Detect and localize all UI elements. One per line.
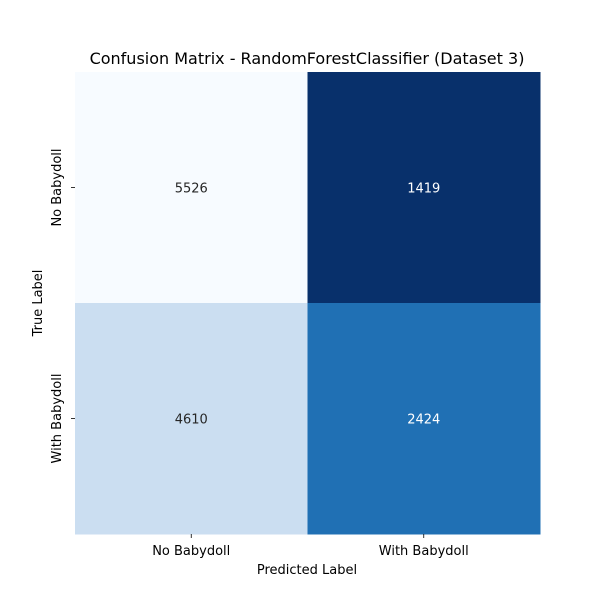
chart-title: Confusion Matrix - RandomForestClassifie… xyxy=(90,49,525,68)
heatmap-cell-labels: 5526 1419 4610 2424 xyxy=(175,182,441,428)
x-axis-label: Predicted Label xyxy=(257,563,357,578)
heatmap-cell-r1-c0 xyxy=(75,303,308,535)
cell-value-r0-c0: 5526 xyxy=(175,182,208,197)
x-axis-ticks: No Babydoll With Babydoll xyxy=(152,534,469,559)
y-tick-label-1: With Babydoll xyxy=(50,374,65,464)
cell-value-r1-c1: 2424 xyxy=(407,413,440,428)
x-tick-label-0: No Babydoll xyxy=(152,544,230,559)
x-tick-label-1: With Babydoll xyxy=(379,544,469,559)
cell-value-r1-c0: 4610 xyxy=(175,413,208,428)
y-axis-ticks: No Babydoll With Babydoll xyxy=(50,148,75,463)
y-tick-label-0: No Babydoll xyxy=(50,148,65,226)
y-axis-label: True Label xyxy=(31,270,46,338)
heatmap-cell-r0-c1 xyxy=(307,72,541,304)
heatmap-cells xyxy=(75,72,541,535)
heatmap-cell-r1-c1 xyxy=(307,303,541,535)
cell-value-r0-c1: 1419 xyxy=(407,182,440,197)
heatmap-cell-r0-c0 xyxy=(75,72,308,304)
